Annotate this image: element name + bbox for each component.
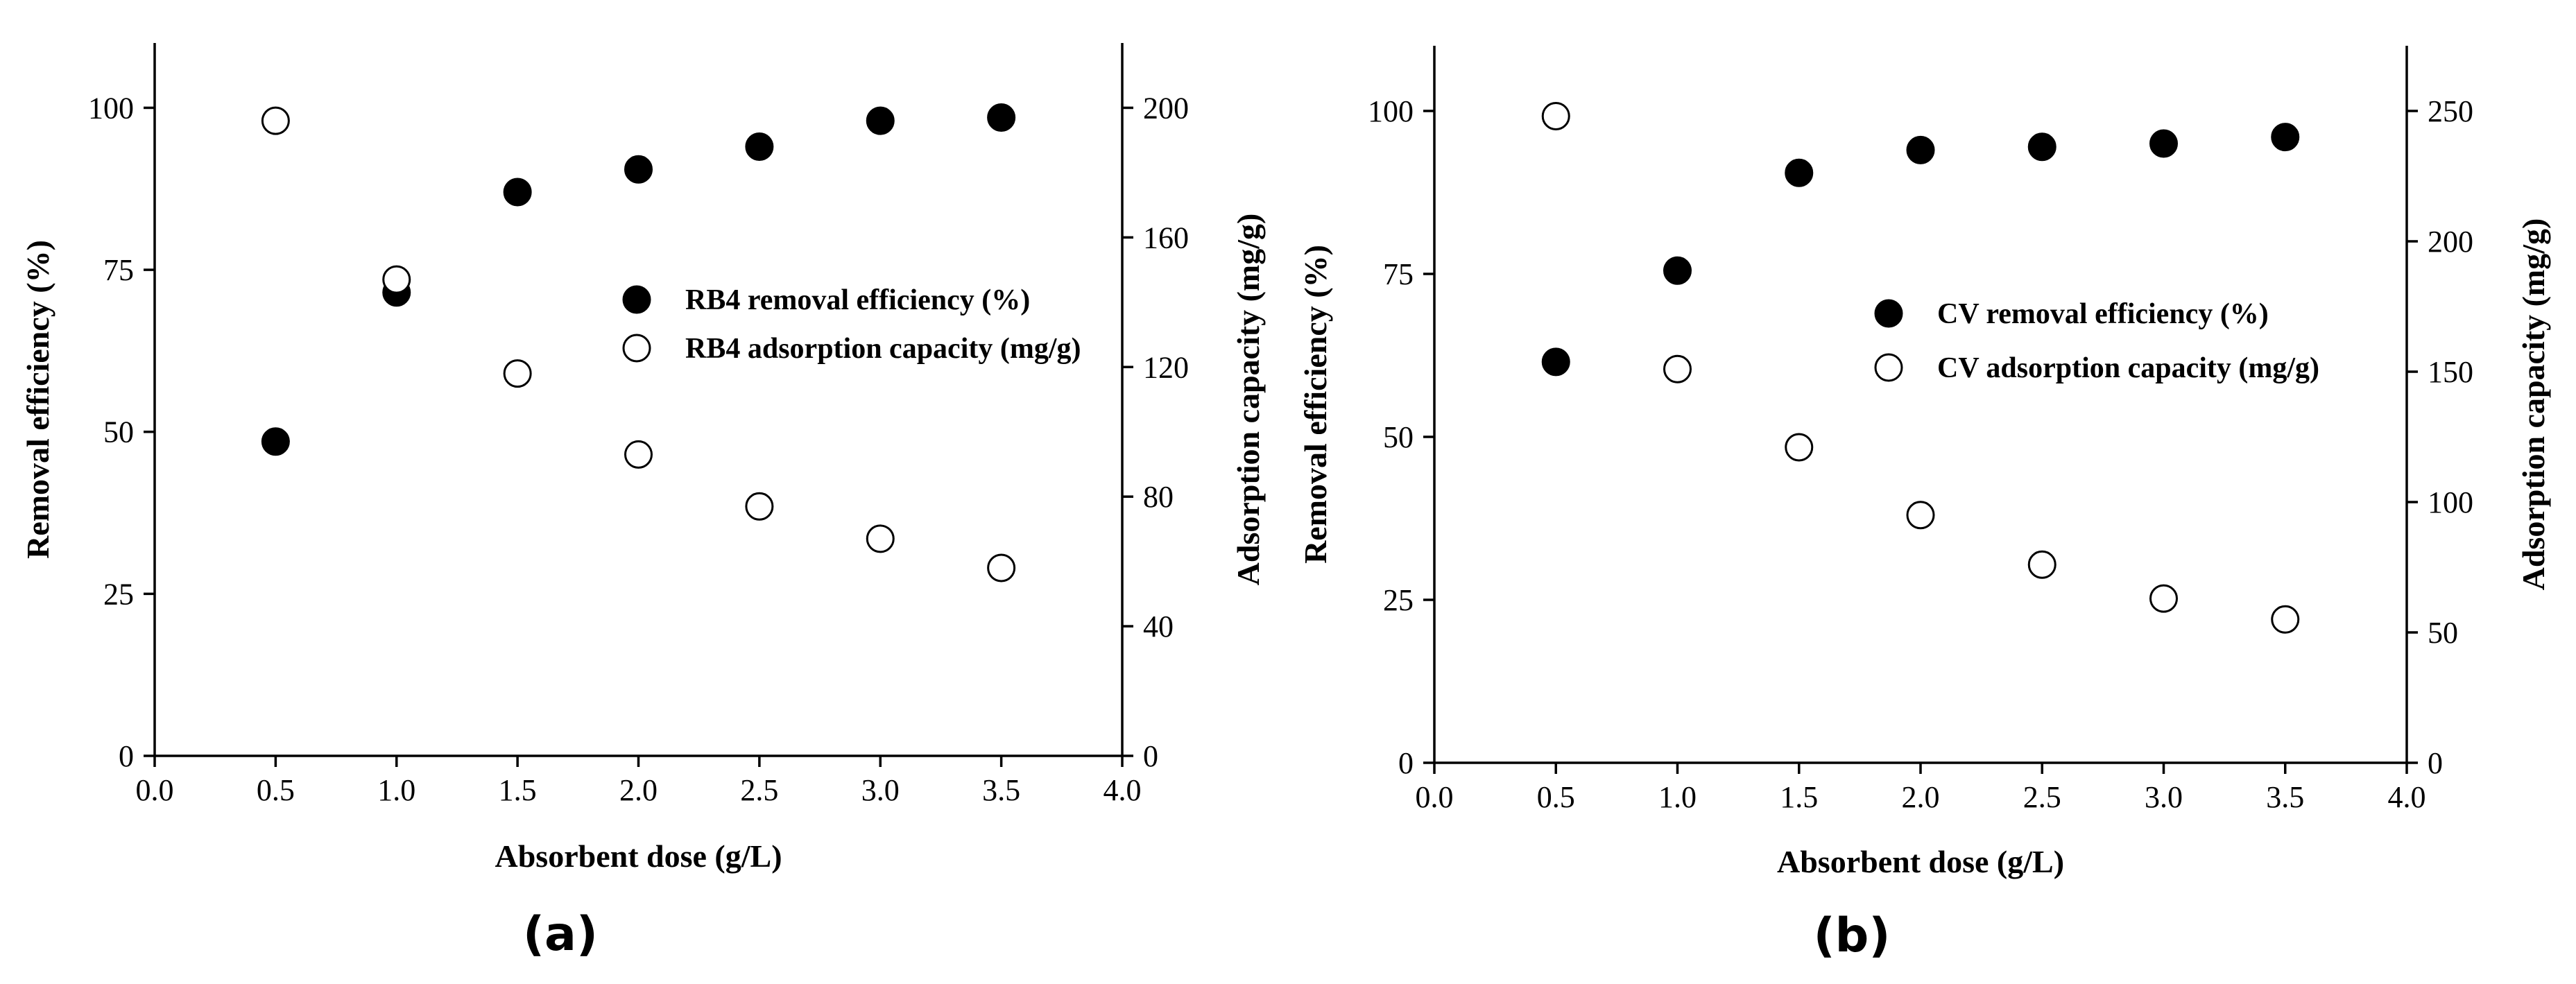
data-point-filled <box>624 155 653 184</box>
x-tick-label: 3.5 <box>2266 780 2304 814</box>
data-point-filled <box>2149 129 2178 158</box>
y-tick-label: 25 <box>1383 583 1414 617</box>
panel-label: (b) <box>1814 908 1891 963</box>
x-tick-label: 3.0 <box>2145 780 2183 814</box>
y2-tick-label: 100 <box>2428 485 2473 519</box>
y2-tick-label: 0 <box>1143 739 1158 773</box>
y-tick-label: 50 <box>103 415 134 449</box>
data-point-open <box>1785 433 1814 462</box>
legend-label: CV removal efficiency (%) <box>1937 298 2269 330</box>
legend-label: CV adsorption capacity (mg/g) <box>1937 352 2319 384</box>
y2-tick-label: 200 <box>2428 225 2473 259</box>
x-axis-title: Absorbent dose (g/L) <box>1777 844 2064 879</box>
y2-axis-title: Adsorption capacity (mg/g) <box>2516 218 2551 591</box>
legend-marker <box>1874 353 1903 382</box>
data-point-open <box>1663 354 1692 383</box>
y2-tick-label: 40 <box>1143 610 1174 644</box>
y-tick-label: 100 <box>1368 94 1414 128</box>
x-tick-label: 1.0 <box>377 773 415 807</box>
legend-marker <box>1874 299 1903 328</box>
legend-label: RB4 adsorption capacity (mg/g) <box>685 333 1081 365</box>
panel-a: 0.0 0.5 1.0 1.5 2.0 2.5 3.0 3.5 4.00255075100040… <box>20 43 1266 962</box>
y2-tick-label: 200 <box>1143 91 1189 125</box>
data-point-open <box>382 265 411 294</box>
data-point-filled <box>866 106 895 135</box>
y2-tick-label: 120 <box>1143 350 1189 384</box>
data-point-open <box>261 106 290 135</box>
y2-tick-label: 250 <box>2428 94 2473 128</box>
data-point-filled <box>1663 256 1692 285</box>
data-point-open <box>624 440 653 469</box>
data-point-open <box>866 524 895 553</box>
x-tick-label: 0.0 <box>1416 780 1454 814</box>
x-tick-label: 2.5 <box>2023 780 2061 814</box>
data-point-open <box>2149 584 2178 613</box>
y2-tick-label: 0 <box>2428 746 2443 780</box>
x-tick-label: 0.5 <box>257 773 295 807</box>
panel-label: (a) <box>523 907 598 962</box>
y-tick-label: 0 <box>119 739 134 773</box>
y2-tick-label: 150 <box>2428 355 2473 389</box>
x-tick-label: 0.5 <box>1537 780 1575 814</box>
y-tick-label: 50 <box>1383 420 1414 454</box>
legend-label: RB4 removal efficiency (%) <box>685 284 1030 316</box>
y2-tick-label: 80 <box>1143 480 1174 514</box>
data-point-filled <box>2027 132 2056 162</box>
data-point-filled <box>1906 135 1935 164</box>
data-point-open <box>1906 501 1935 530</box>
y-tick-label: 100 <box>88 91 134 125</box>
x-tick-label: 1.5 <box>1780 780 1818 814</box>
x-tick-label: 2.0 <box>1902 780 1940 814</box>
data-point-filled <box>745 132 774 162</box>
y-tick-label: 25 <box>103 577 134 611</box>
x-tick-label: 4.0 <box>1104 773 1142 807</box>
x-axis-title: Absorbent dose (g/L) <box>495 838 782 874</box>
x-tick-label: 3.5 <box>982 773 1020 807</box>
x-tick-label: 3.0 <box>861 773 900 807</box>
y-tick-label: 75 <box>103 253 134 287</box>
panel-b: 0.0 0.5 1.0 1.5 2.0 2.5 3.0 3.5 4.00255075100050… <box>1298 46 2551 963</box>
data-point-open <box>1541 102 1570 131</box>
data-point-filled <box>2271 123 2300 152</box>
data-point-filled <box>503 178 532 207</box>
y-tick-label: 0 <box>1398 746 1414 780</box>
x-tick-label: 4.0 <box>2388 780 2426 814</box>
legend-marker <box>622 334 651 363</box>
data-point-open <box>2027 550 2056 579</box>
legend-marker <box>622 285 651 314</box>
y-axis-title: Removal efficiency (%) <box>1298 245 1333 564</box>
y2-tick-label: 160 <box>1143 221 1189 254</box>
x-tick-label: 0.0 <box>136 773 174 807</box>
data-point-open <box>745 492 774 521</box>
data-point-filled <box>1541 347 1570 377</box>
data-point-open <box>2271 605 2300 634</box>
x-tick-label: 1.0 <box>1658 780 1697 814</box>
x-tick-label: 2.0 <box>619 773 658 807</box>
data-point-filled <box>261 427 290 456</box>
data-point-filled <box>1785 158 1814 187</box>
data-point-filled <box>987 103 1016 132</box>
x-tick-label: 2.5 <box>740 773 778 807</box>
data-point-open <box>987 553 1016 582</box>
y2-tick-label: 50 <box>2428 616 2458 650</box>
data-point-open <box>503 359 532 388</box>
y-axis-title: Removal efficiency (%) <box>20 240 55 559</box>
x-tick-label: 1.5 <box>499 773 537 807</box>
y-tick-label: 75 <box>1383 257 1414 291</box>
y2-axis-title: Adsorption capacity (mg/g) <box>1230 214 1266 586</box>
